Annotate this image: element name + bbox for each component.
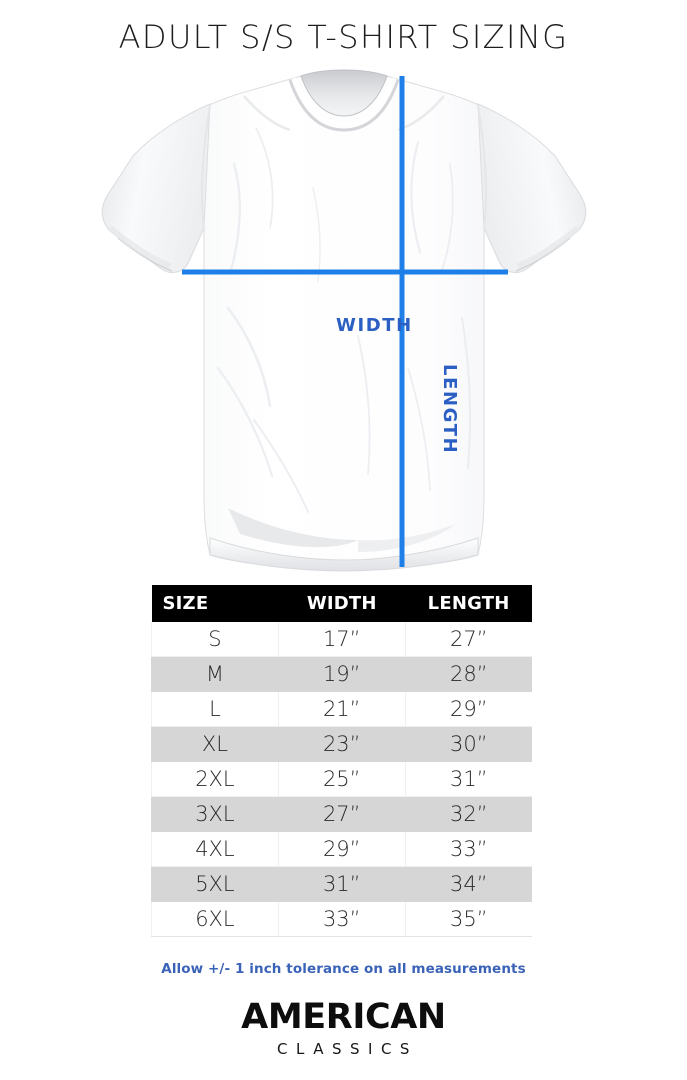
- cell-size: XL: [151, 726, 279, 762]
- table-row: 3XL 27” 32”: [151, 796, 532, 832]
- cell-length: 29”: [405, 691, 532, 727]
- column-header-size: SIZE: [151, 585, 279, 622]
- width-label: WIDTH: [336, 315, 413, 336]
- column-header-width: WIDTH: [278, 585, 406, 622]
- cell-length: 28”: [405, 656, 532, 692]
- cell-length: 30”: [405, 726, 532, 762]
- cell-length: 34”: [405, 866, 532, 902]
- table-row: 6XL 33” 35”: [151, 901, 532, 937]
- table-row: 2XL 25” 31”: [151, 761, 532, 797]
- cell-length: 32”: [405, 796, 532, 832]
- cell-width: 21”: [278, 691, 406, 727]
- table-row: 4XL 29” 33”: [151, 831, 532, 867]
- cell-size: M: [151, 656, 279, 692]
- cell-length: 31”: [405, 761, 532, 797]
- table-row: 5XL 31” 34”: [151, 866, 532, 902]
- cell-length: 27”: [405, 622, 532, 657]
- cell-length: 35”: [405, 901, 532, 937]
- cell-width: 23”: [278, 726, 406, 762]
- cell-width: 19”: [278, 656, 406, 692]
- table-row: XL 23” 30”: [151, 726, 532, 762]
- cell-size: S: [151, 622, 279, 657]
- cell-size: L: [151, 691, 279, 727]
- cell-size: 4XL: [151, 831, 279, 867]
- tshirt-body: [101, 69, 587, 572]
- cell-size: 6XL: [151, 901, 279, 937]
- cell-width: 17”: [278, 622, 406, 657]
- cell-size: 2XL: [151, 761, 279, 797]
- brand-name-primary: AMERICAN: [241, 997, 446, 1037]
- table-body: S 17” 27” M 19” 28” L 21” 29” XL 23” 30”…: [151, 622, 532, 937]
- size-chart-table: SIZE WIDTH LENGTH S 17” 27” M 19” 28” L …: [151, 585, 532, 937]
- table-row: L 21” 29”: [151, 691, 532, 727]
- table-header-row: SIZE WIDTH LENGTH: [151, 585, 532, 622]
- cell-size: 3XL: [151, 796, 279, 832]
- brand-logo: AMERICAN CLASSICS: [0, 1000, 687, 1057]
- length-label: LENGTH: [439, 364, 460, 455]
- tshirt-illustration-svg: [101, 69, 587, 572]
- measurement-lines: [182, 76, 508, 567]
- table-row: M 19” 28”: [151, 656, 532, 692]
- cell-width: 29”: [278, 831, 406, 867]
- table-row: S 17” 27”: [151, 622, 532, 657]
- cell-width: 33”: [278, 901, 406, 937]
- column-header-length: LENGTH: [405, 585, 532, 622]
- tshirt-diagram: WIDTH LENGTH: [58, 68, 630, 580]
- cell-length: 33”: [405, 831, 532, 867]
- page-title: ADULT S/S T-SHIRT SIZING: [118, 18, 569, 56]
- cell-width: 31”: [278, 866, 406, 902]
- brand-name-secondary: CLASSICS: [277, 1040, 418, 1058]
- table-header: SIZE WIDTH LENGTH: [151, 585, 532, 622]
- cell-size: 5XL: [151, 866, 279, 902]
- cell-width: 25”: [278, 761, 406, 797]
- cell-width: 27”: [278, 796, 406, 832]
- tolerance-note: Allow +/- 1 inch tolerance on all measur…: [161, 961, 526, 977]
